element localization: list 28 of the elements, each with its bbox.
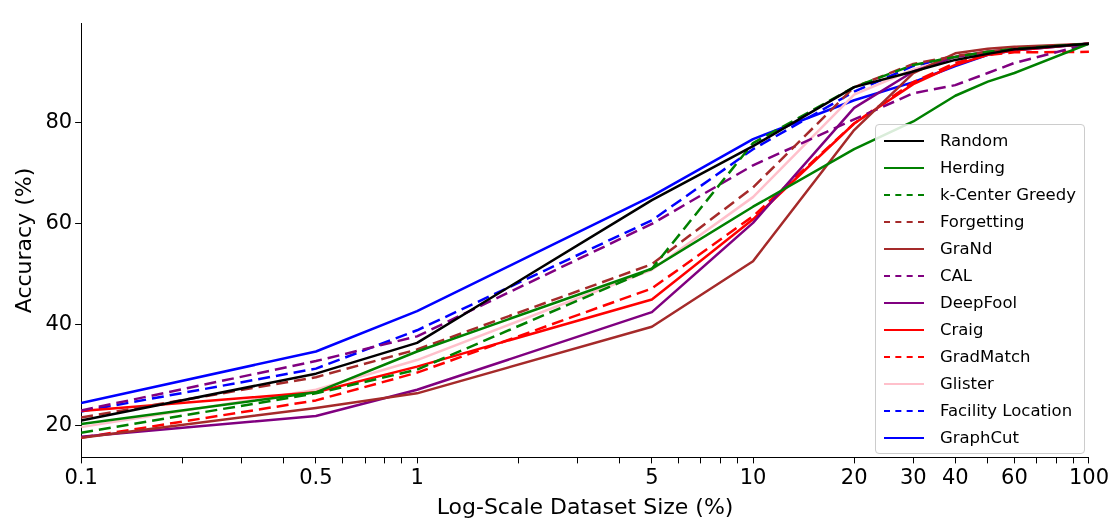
legend-label: Herding	[939, 158, 1005, 178]
legend-label: Glister	[939, 374, 994, 394]
x-tick-label: 10	[739, 465, 767, 490]
legend-label: GraNd	[939, 239, 993, 259]
legend-label: GraphCut	[939, 428, 1019, 448]
legend-label: Facility Location	[939, 401, 1073, 421]
x-tick-label: 5	[645, 465, 659, 490]
x-tick-label: 0.5	[299, 465, 333, 490]
legend-label: k-Center Greedy	[939, 185, 1076, 205]
y-axis-title: Accuracy (%)	[10, 167, 36, 314]
x-tick-label: 40	[941, 465, 969, 490]
legend-label: CAL	[939, 266, 972, 286]
legend-label: Random	[939, 131, 1009, 151]
y-tick-label: 80	[45, 108, 73, 133]
x-tick-label: 60	[1001, 465, 1028, 490]
y-tick-label: 60	[45, 209, 73, 234]
legend-label: GradMatch	[939, 347, 1031, 367]
legend-label: Forgetting	[939, 212, 1025, 232]
legend-label: Craig	[939, 320, 984, 340]
y-tick-label: 40	[45, 310, 73, 335]
y-tick-label: 20	[45, 411, 73, 436]
x-tick-label: 100	[1068, 465, 1110, 490]
x-axis-title: Log-Scale Dataset Size (%)	[436, 493, 734, 519]
legend-label: DeepFool	[939, 293, 1018, 313]
x-tick-label: 20	[840, 465, 868, 490]
x-tick-label: 0.1	[64, 465, 98, 490]
x-tick-label: 1	[410, 465, 424, 490]
x-tick-label: 30	[899, 465, 927, 490]
